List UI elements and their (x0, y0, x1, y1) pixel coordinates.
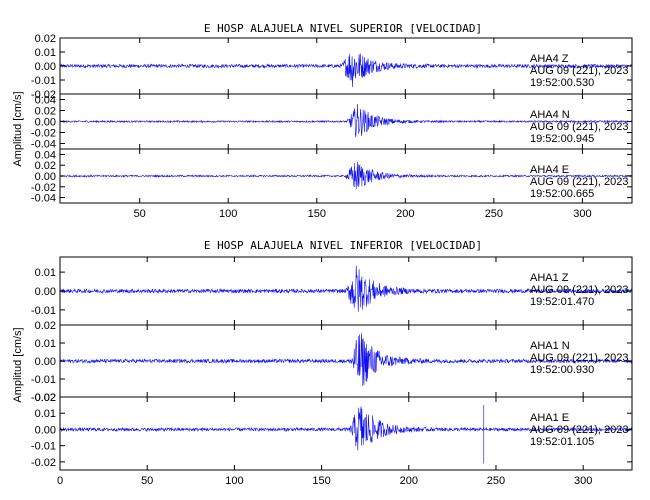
y-tick-label: -0.02 (31, 89, 56, 101)
station-annotation-line: AUG 09 (221), 2023 (530, 424, 628, 436)
y-tick-label: -0.02 (31, 392, 56, 404)
trace-line (59, 161, 633, 190)
station-annotation-line: 19:52:00.665 (530, 188, 594, 200)
station-annotation-line: AHA1 Z (530, 272, 569, 284)
station-annotation-line: AHA1 E (530, 412, 569, 424)
x-tick-label: 50 (134, 208, 146, 220)
x-tick-label: 200 (396, 208, 414, 220)
station-annotation-line: AHA4 Z (530, 53, 569, 65)
x-axis-superior: 50 100 150 200 250 300 (134, 38, 592, 220)
title-inferior: E HOSP ALAJUELA NIVEL INFERIOR [VELOCIDA… (204, 239, 482, 252)
y-tick-label: 0.02 (35, 106, 56, 118)
trace-line (59, 103, 633, 138)
x-tick-label: 50 (141, 475, 153, 487)
station-annotation-line: AUG 09 (221), 2023 (530, 352, 628, 364)
station-annotation-line: AUG 09 (221), 2023 (530, 121, 628, 133)
station-annotation-line: AHA1 N (530, 340, 570, 352)
y-tick-label: -0.02 (31, 457, 56, 469)
x-tick-label: 300 (573, 208, 591, 220)
station-annotation-line: AUG 09 (221), 2023 (530, 65, 628, 77)
title-superior: E HOSP ALAJUELA NIVEL SUPERIOR [VELOCIDA… (204, 22, 482, 35)
y-tick-label: 0.00 (35, 117, 56, 129)
y-tick-label: -0.04 (31, 193, 56, 205)
x-tick-label: 100 (219, 208, 237, 220)
station-annotation-line: 19:52:01.105 (530, 436, 594, 448)
trace-line (59, 332, 633, 387)
station-annotation-line: 19:52:01.470 (530, 296, 594, 308)
trace-line (59, 53, 632, 88)
y-tick-label: -0.02 (31, 128, 56, 140)
y-tick-label: 0.04 (35, 95, 56, 107)
y-tick-label: 0.01 (35, 267, 56, 279)
y-tick-label: 0.02 (35, 33, 56, 45)
y-tick-label: -0.01 (31, 441, 56, 453)
x-tick-label: 150 (312, 475, 330, 487)
x-tick-label: 250 (487, 475, 505, 487)
y-tick-label: 0.01 (35, 47, 56, 59)
y-tick-label: 0.00 (35, 286, 56, 298)
x-tick-label: 0 (57, 475, 63, 487)
y-tick-label: 0.01 (35, 408, 56, 420)
x-axis-inferior: 0 50 100 150 200 250 300 (57, 257, 592, 487)
station-annotation-line: AHA4 E (530, 164, 569, 176)
y-tick-label: 0.01 (35, 338, 56, 350)
station-annotation-line: AUG 09 (221), 2023 (530, 284, 628, 296)
x-tick-label: 300 (574, 475, 592, 487)
trace-line (59, 406, 633, 451)
y-tick-label: -0.01 (31, 305, 56, 317)
trace-line (59, 265, 633, 312)
y-tick-label: 0.02 (35, 392, 56, 404)
station-annotation-line: AHA4 N (530, 109, 570, 121)
y-tick-label: -0.04 (31, 139, 56, 151)
y-tick-label: 0.02 (35, 320, 56, 332)
y-tick-label: 0.00 (35, 61, 56, 73)
y-tick-label: 0.00 (35, 356, 56, 368)
station-annotation-line: 19:52:00.530 (530, 77, 594, 89)
y-tick-label: -0.02 (31, 182, 56, 194)
y-tick-label: -0.01 (31, 75, 56, 87)
x-tick-label: 150 (308, 208, 326, 220)
station-annotation-line: 19:52:00.945 (530, 133, 594, 145)
x-tick-label: 200 (400, 475, 418, 487)
station-annotation-line: 19:52:00.930 (530, 364, 594, 376)
panel-frame (59, 396, 633, 471)
figure-inferior: E HOSP ALAJUELA NIVEL INFERIOR [VELOCIDA… (12, 239, 633, 487)
ylabel-superior: Amplitud [cm/s] (12, 91, 24, 166)
figure-superior: E HOSP ALAJUELA NIVEL SUPERIOR [VELOCIDA… (12, 22, 633, 220)
y-tick-label: 0.04 (35, 149, 56, 161)
y-tick-label: -0.01 (31, 374, 56, 386)
station-annotation-line: AUG 09 (221), 2023 (530, 176, 628, 188)
ylabel-inferior: Amplitud [cm/s] (12, 327, 24, 402)
y-tick-label: 0.02 (35, 160, 56, 172)
y-tick-label: 0.00 (35, 424, 56, 436)
x-tick-label: 250 (485, 208, 503, 220)
y-tick-label: 0.00 (35, 171, 56, 183)
x-tick-label: 100 (225, 475, 243, 487)
